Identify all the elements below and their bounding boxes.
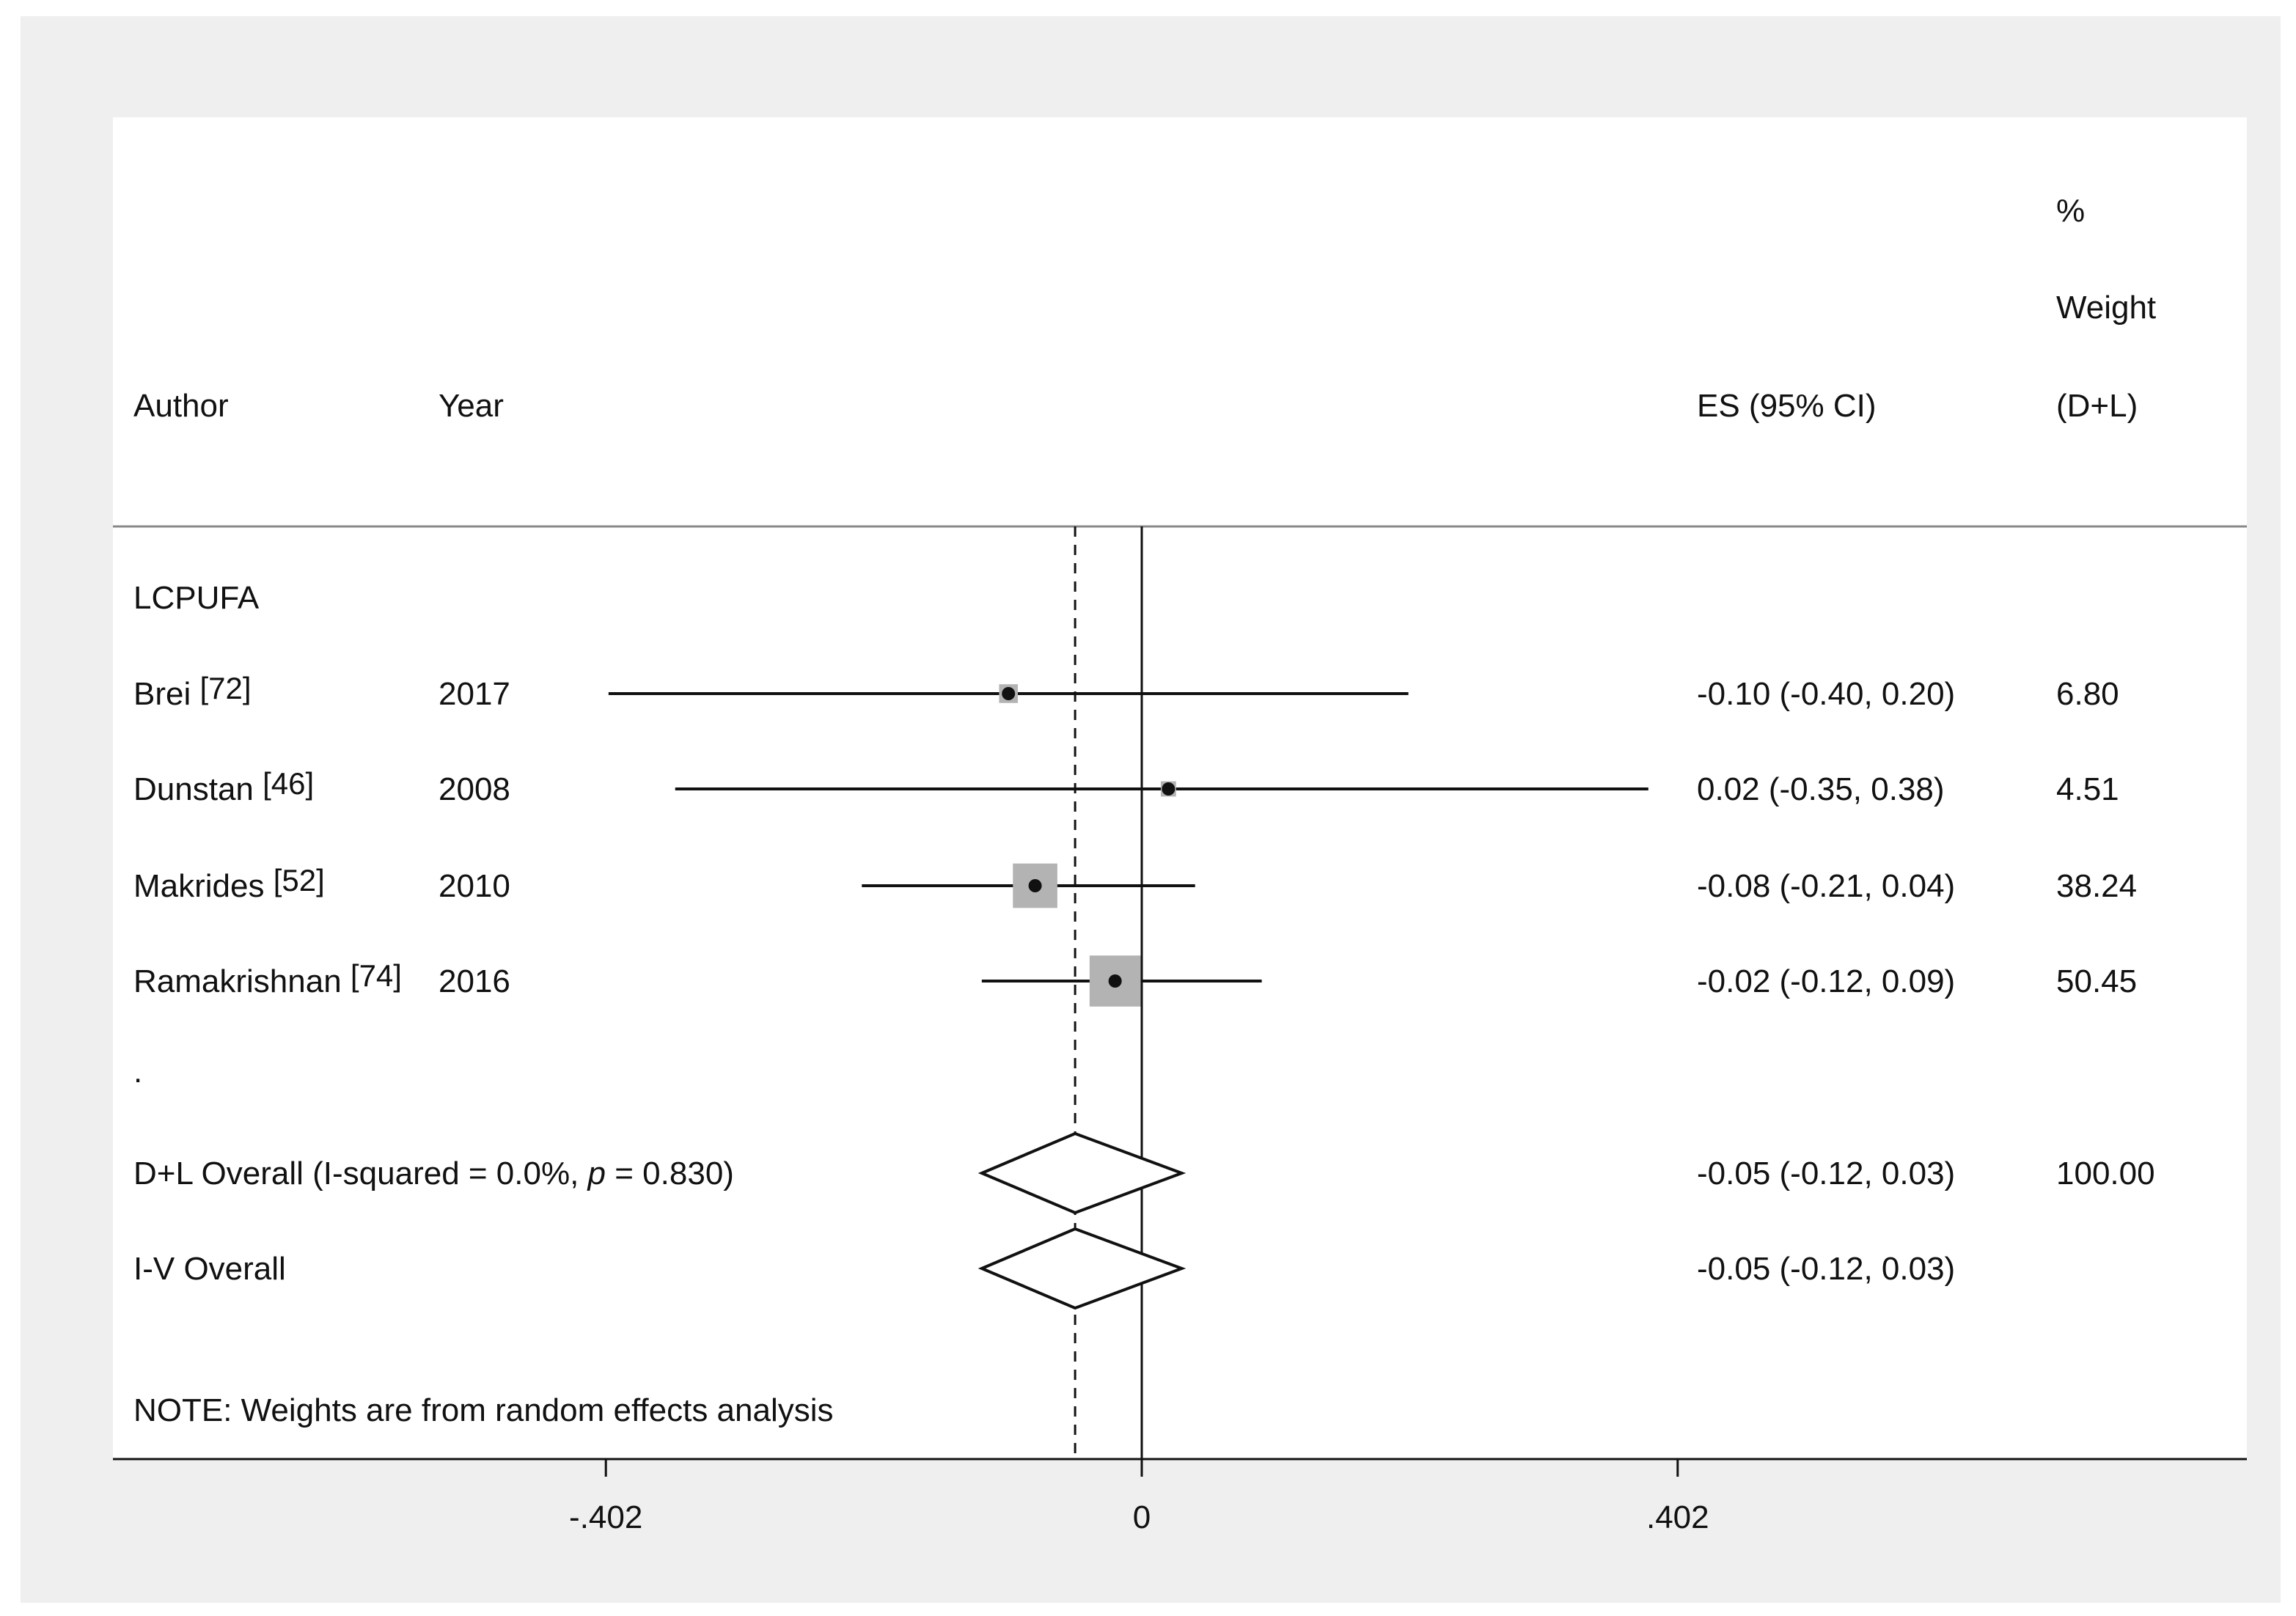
study-row: Dunstan [46] 2008 0.02 (-0.35, 0.38) 4.51 <box>133 766 2119 807</box>
forest-plot: Author Year ES (95% CI) % Weight (D+L) L… <box>113 193 2247 1461</box>
overall-rows: D+L Overall (I-squared = 0.0%, p = 0.830… <box>133 1131 2155 1310</box>
overall-label: I-V Overall <box>133 1251 286 1287</box>
header-weight-label: Weight <box>2056 290 2156 326</box>
point-estimate <box>1028 879 1042 892</box>
study-reference: [74] <box>351 958 402 993</box>
x-tick-label: 0 <box>1133 1499 1151 1535</box>
forest-plot-panel: Author Year ES (95% CI) % Weight (D+L) L… <box>113 117 2247 1535</box>
overall-es: -0.05 (-0.12, 0.03) <box>1697 1251 1955 1287</box>
study-year: 2010 <box>439 868 510 904</box>
x-tick-label: -.402 <box>569 1499 642 1535</box>
overall-es: -0.05 (-0.12, 0.03) <box>1697 1156 1955 1191</box>
study-author: Brei [72] <box>133 671 252 712</box>
figure-frame: Author Year ES (95% CI) % Weight (D+L) L… <box>21 16 2281 1603</box>
study-row: Makrides [52] 2010 -0.08 (-0.21, 0.04) 38.2… <box>133 863 2137 908</box>
study-es: 0.02 (-0.35, 0.38) <box>1697 771 1945 807</box>
group-label: LCPUFA <box>133 580 260 616</box>
point-estimate <box>1108 974 1122 988</box>
study-es: -0.08 (-0.21, 0.04) <box>1697 868 1955 904</box>
header-weight-method: (D+L) <box>2056 388 2138 424</box>
study-es: -0.10 (-0.40, 0.20) <box>1697 676 1955 712</box>
study-weight: 50.45 <box>2056 963 2137 999</box>
overall-weight: 100.00 <box>2056 1156 2155 1191</box>
study-author: Dunstan [46] <box>133 766 314 807</box>
study-year: 2008 <box>439 771 510 807</box>
p-symbol: p <box>587 1156 606 1191</box>
header-es: ES (95% CI) <box>1697 388 1877 424</box>
study-weight: 38.24 <box>2056 868 2137 904</box>
x-tick-label: .402 <box>1646 1499 1709 1535</box>
header-author: Author <box>133 388 229 424</box>
study-reference: [52] <box>274 863 325 897</box>
spacer-dot: . <box>133 1054 142 1090</box>
overall-diamond <box>978 1227 1186 1310</box>
point-estimate <box>1002 687 1016 700</box>
overall-row: D+L Overall (I-squared = 0.0%, p = 0.830… <box>133 1131 2155 1215</box>
header-weight-percent: % <box>2056 193 2085 229</box>
study-year: 2017 <box>439 676 510 712</box>
point-estimate <box>1162 782 1175 796</box>
header-year: Year <box>439 388 504 424</box>
study-reference: [72] <box>199 671 251 705</box>
study-rows: Brei [72] 2017 -0.10 (-0.40, 0.20) 6.80 Duns… <box>133 671 2137 1007</box>
x-axis: -.402 0 .402 <box>569 1459 1709 1535</box>
study-weight: 4.51 <box>2056 771 2119 807</box>
p-value: = 0.830) <box>606 1156 734 1191</box>
overall-diamond <box>978 1131 1186 1215</box>
overall-label: D+L Overall (I-squared = 0.0%, p = 0.830… <box>133 1156 734 1191</box>
study-es: -0.02 (-0.12, 0.09) <box>1697 963 1955 999</box>
weights-note: NOTE: Weights are from random effects an… <box>133 1392 834 1428</box>
study-author: Makrides [52] <box>133 863 325 904</box>
study-row: Brei [72] 2017 -0.10 (-0.40, 0.20) 6.80 <box>133 671 2119 712</box>
study-weight: 6.80 <box>2056 676 2119 712</box>
study-author: Ramakrishnan [74] <box>133 958 402 999</box>
study-year: 2016 <box>439 963 510 999</box>
study-row: Ramakrishnan [74] 2016 -0.02 (-0.12, 0.09)… <box>133 955 2137 1007</box>
overall-row: I-V Overall -0.05 (-0.12, 0.03) <box>133 1227 1955 1310</box>
study-reference: [46] <box>263 766 314 801</box>
